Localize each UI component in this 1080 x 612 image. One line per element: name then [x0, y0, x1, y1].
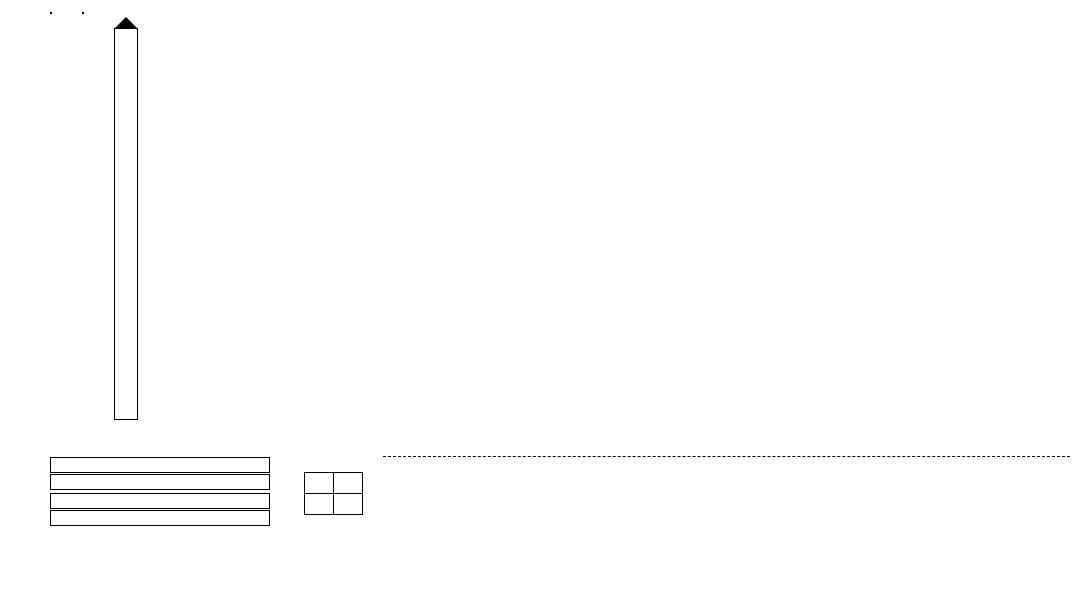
fraction-bars [50, 455, 270, 528]
left-map-panel [50, 10, 52, 430]
stats-divider [383, 456, 1070, 457]
contingency-table [292, 468, 363, 515]
right-map [82, 12, 84, 14]
colorbar [114, 28, 138, 420]
tot-obs-bar [50, 510, 270, 526]
cont-r-lt [292, 473, 305, 494]
contingency-panel [290, 455, 363, 528]
cont-10 [305, 494, 334, 515]
colorbar-panel [114, 28, 138, 430]
occ-obs-bar [50, 474, 270, 490]
stats-col-b [429, 463, 449, 465]
stats-metrics [481, 461, 485, 467]
left-map [50, 12, 52, 14]
right-map-panel [82, 10, 84, 430]
colorbar-arrow-icon [114, 17, 138, 29]
occ-est-bar [50, 457, 270, 473]
cont-r-ge [292, 494, 305, 515]
stats-col-a [407, 463, 427, 465]
cont-00 [305, 473, 334, 494]
stats-panel [383, 455, 1070, 528]
bottom-row [10, 455, 1070, 528]
cont-11 [334, 494, 363, 515]
main-row [10, 10, 1070, 430]
cont-01 [334, 473, 363, 494]
tot-est-bar [50, 493, 270, 509]
stats-table [383, 461, 451, 467]
